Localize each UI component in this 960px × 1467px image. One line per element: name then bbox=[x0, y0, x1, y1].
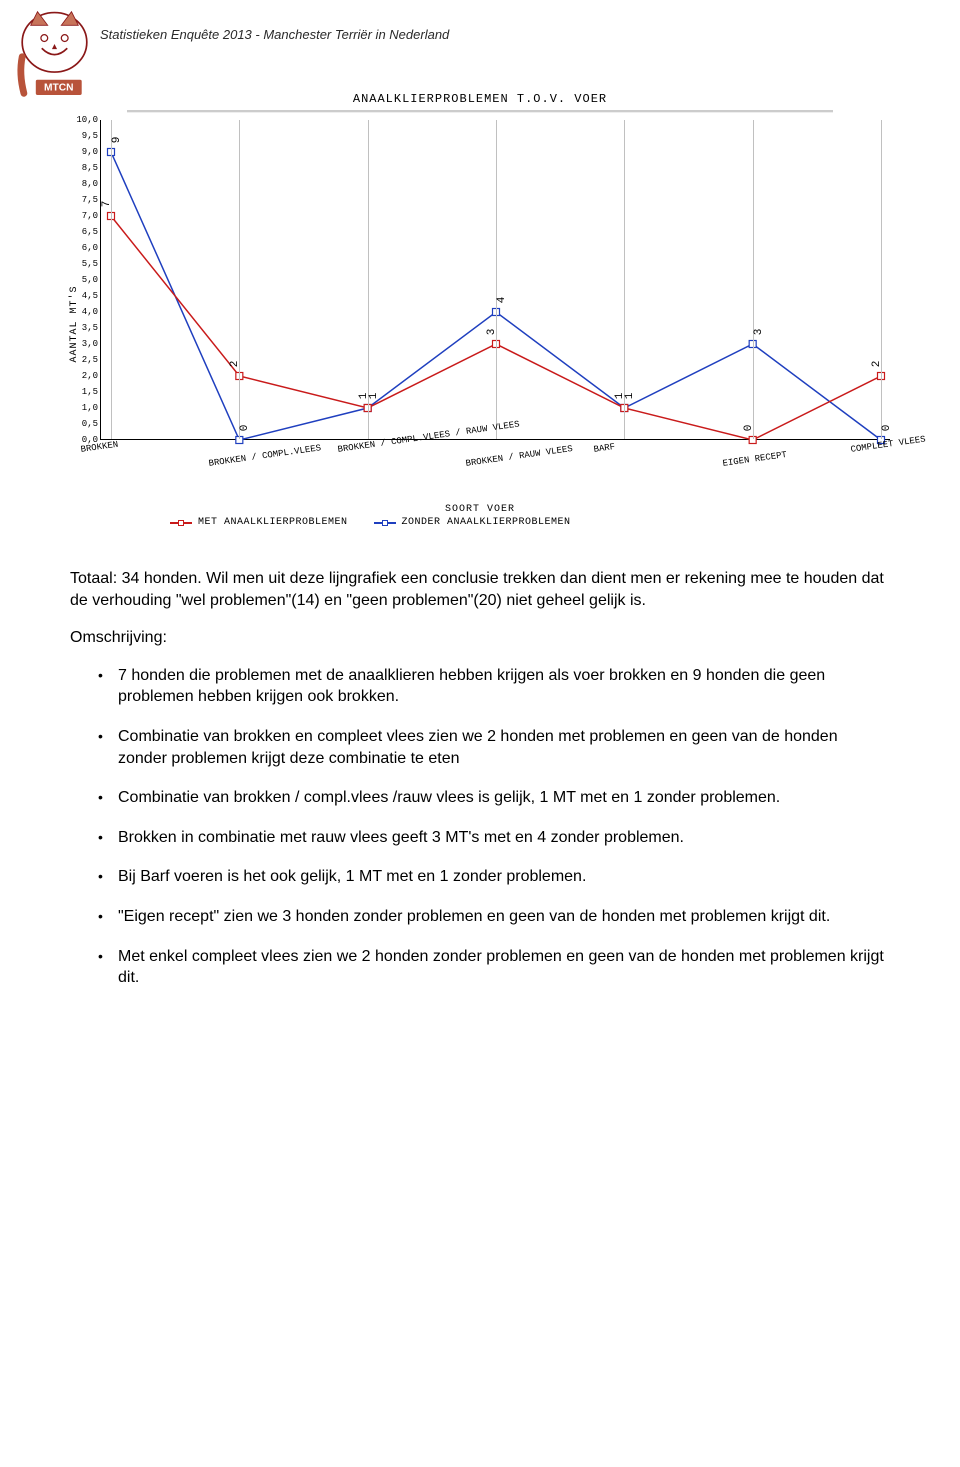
y-tick-label: 2,5 bbox=[82, 355, 98, 365]
header-dotted-line: · · · · · · · · · · · · · · · · · · · · … bbox=[461, 29, 890, 39]
y-tick-label: 3,5 bbox=[82, 323, 98, 333]
bullet-item: Met enkel compleet vlees zien we 2 honde… bbox=[98, 946, 890, 989]
data-point-label: 9 bbox=[111, 137, 123, 144]
gridline bbox=[753, 120, 754, 439]
mtcn-logo-svg: MTCN bbox=[12, 10, 97, 104]
data-point-label: 0 bbox=[743, 425, 755, 432]
legend-item-zonder: ZONDER ANAALKLIERPROBLEMEN bbox=[374, 517, 571, 528]
data-point-label: 3 bbox=[753, 329, 765, 336]
y-tick-label: 1,0 bbox=[82, 403, 98, 413]
gridline bbox=[368, 120, 369, 439]
intro-paragraph-1: Totaal: 34 honden. Wil men uit deze lijn… bbox=[70, 568, 890, 611]
data-point-label: 1 bbox=[368, 393, 380, 400]
x-tick-label: EIGEN RECEPT bbox=[722, 450, 788, 469]
bullet-item: Bij Barf voeren is het ook gelijk, 1 MT … bbox=[98, 866, 890, 888]
y-tick-label: 8,5 bbox=[82, 163, 98, 173]
x-axis-labels: BROKKENBROKKEN / COMPL.VLEESBROKKEN / CO… bbox=[100, 440, 890, 500]
x-tick-label: BARF bbox=[593, 442, 616, 455]
y-tick-label: 9,0 bbox=[82, 147, 98, 157]
data-point-label: 7 bbox=[101, 201, 113, 208]
y-tick-label: 4,5 bbox=[82, 291, 98, 301]
y-tick-label: 8,0 bbox=[82, 179, 98, 189]
bullet-item: 7 honden die problemen met de anaalklier… bbox=[98, 665, 890, 708]
chart-title: ANAALKLIERPROBLEMEN T.O.V. VOER bbox=[70, 92, 890, 106]
y-tick-label: 7,5 bbox=[82, 195, 98, 205]
y-tick-label: 2,0 bbox=[82, 371, 98, 381]
legend-label-zonder: ZONDER ANAALKLIERPROBLEMEN bbox=[402, 517, 571, 528]
y-tick-label: 7,0 bbox=[82, 211, 98, 221]
bullet-item: Brokken in combinatie met rauw vlees gee… bbox=[98, 827, 890, 849]
intro-paragraph-2: Omschrijving: bbox=[70, 627, 890, 649]
y-tick-label: 10,0 bbox=[76, 115, 98, 125]
gridline bbox=[239, 120, 240, 439]
legend-label-met: MET ANAALKLIERPROBLEMEN bbox=[198, 517, 348, 528]
data-point-label: 0 bbox=[239, 425, 251, 432]
bullet-item: "Eigen recept" zien we 3 honden zonder p… bbox=[98, 906, 890, 928]
y-tick-label: 3,0 bbox=[82, 339, 98, 349]
page-header: Statistieken Enquête 2013 - Manchester T… bbox=[70, 25, 890, 42]
y-tick-label: 6,0 bbox=[82, 243, 98, 253]
data-point-label: 4 bbox=[496, 297, 508, 304]
logo: MTCN bbox=[12, 10, 97, 100]
y-tick-label: 5,0 bbox=[82, 275, 98, 285]
y-tick-label: 5,5 bbox=[82, 259, 98, 269]
y-tick-label: 4,0 bbox=[82, 307, 98, 317]
bullet-item: Combinatie van brokken en compleet vlees… bbox=[98, 726, 890, 769]
chart-title-underline bbox=[127, 110, 832, 112]
y-axis-labels: 10,09,59,08,58,07,57,06,56,05,55,04,54,0… bbox=[70, 120, 100, 440]
header-title: Statistieken Enquête 2013 - Manchester T… bbox=[100, 25, 449, 42]
gridline bbox=[111, 120, 112, 439]
x-tick-label: BROKKEN / COMPL.VLEES bbox=[208, 443, 322, 469]
x-tick-label: BROKKEN / RAUW VLEES bbox=[465, 444, 573, 469]
legend-item-met: MET ANAALKLIERPROBLEMEN bbox=[170, 517, 348, 528]
bullet-item: Combinatie van brokken / compl.vlees /ra… bbox=[98, 787, 890, 809]
chart-plot-area: 72131029014130 bbox=[100, 120, 890, 440]
y-tick-label: 1,5 bbox=[82, 387, 98, 397]
gridline bbox=[624, 120, 625, 439]
data-point-label: 2 bbox=[871, 361, 883, 368]
y-tick-label: 6,5 bbox=[82, 227, 98, 237]
x-axis-title: SOORT VOER bbox=[70, 504, 890, 515]
gridline bbox=[496, 120, 497, 439]
data-point-label: 3 bbox=[486, 329, 498, 336]
data-point-label: 2 bbox=[229, 361, 241, 368]
svg-text:MTCN: MTCN bbox=[44, 83, 73, 94]
gridline bbox=[881, 120, 882, 439]
chart-legend: MET ANAALKLIERPROBLEMEN ZONDER ANAALKLIE… bbox=[170, 517, 890, 528]
bullet-list: 7 honden die problemen met de anaalklier… bbox=[70, 665, 890, 989]
data-point-label: 1 bbox=[624, 393, 636, 400]
y-tick-label: 9,5 bbox=[82, 131, 98, 141]
data-point-label: 0 bbox=[881, 425, 893, 432]
y-tick-label: 0,5 bbox=[82, 419, 98, 429]
body-text: Totaal: 34 honden. Wil men uit deze lijn… bbox=[70, 568, 890, 989]
chart-container: AANTAL MT'S 10,09,59,08,58,07,57,06,56,0… bbox=[70, 120, 890, 528]
